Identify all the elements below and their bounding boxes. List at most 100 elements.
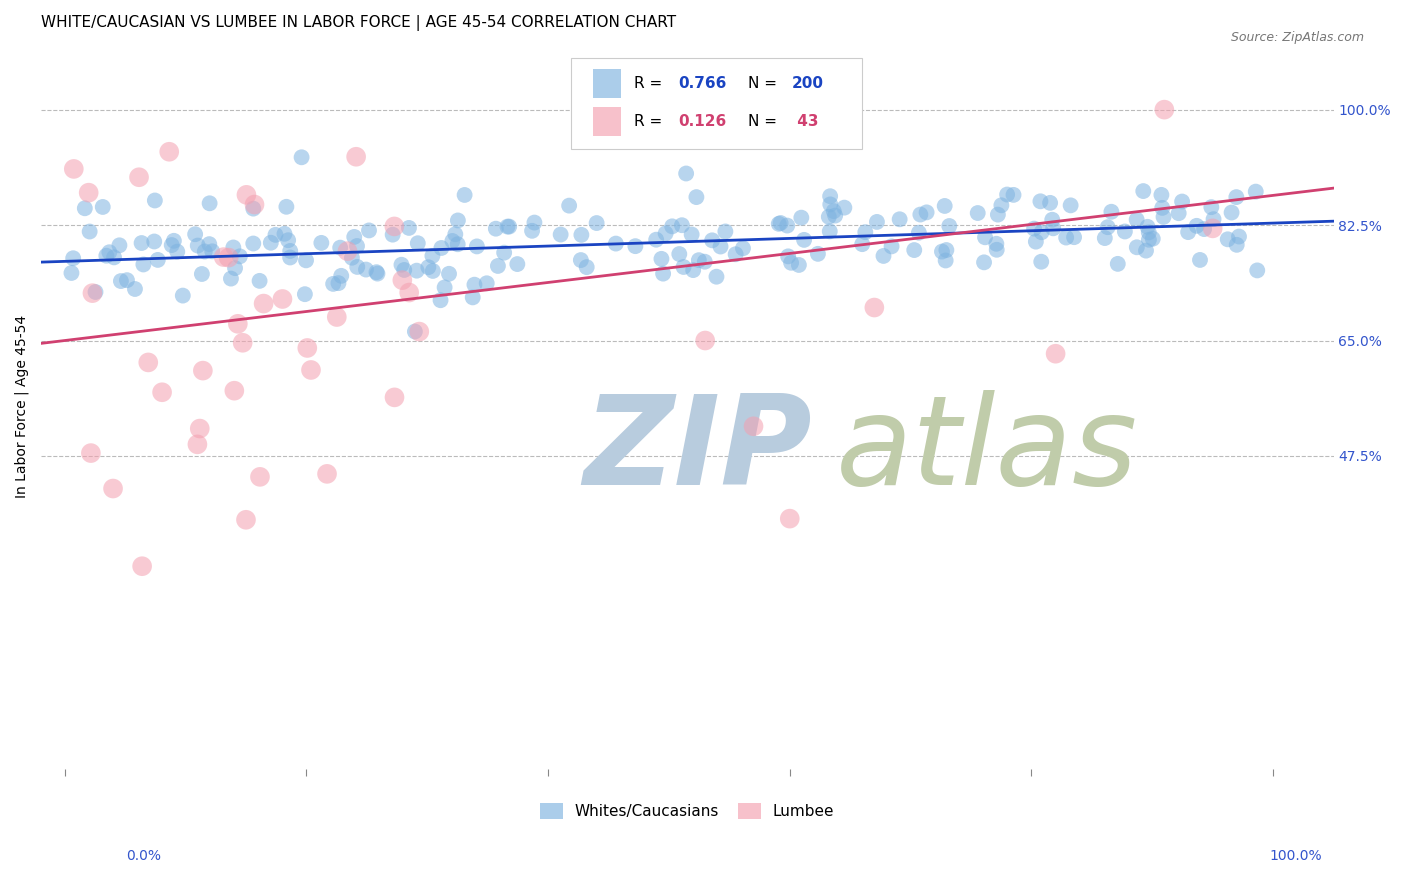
Point	[242, 202, 264, 216]
Point	[103, 251, 125, 265]
Point	[1099, 204, 1122, 219]
Point	[776, 219, 799, 233]
Point	[558, 199, 581, 213]
Point	[84, 285, 107, 299]
Point	[1171, 194, 1194, 209]
Point	[731, 241, 754, 255]
Point	[453, 188, 475, 202]
Point	[108, 238, 131, 252]
Point	[1022, 221, 1045, 235]
Point	[903, 243, 925, 257]
Point	[328, 276, 350, 290]
Point	[1225, 190, 1247, 204]
Point	[486, 259, 509, 273]
Point	[264, 227, 287, 242]
Point	[688, 253, 710, 268]
Point	[260, 235, 283, 250]
Point	[787, 258, 810, 272]
Text: 0.126: 0.126	[678, 114, 727, 128]
Point	[461, 290, 484, 304]
Point	[1054, 230, 1077, 244]
Point	[224, 384, 246, 398]
Point	[132, 257, 155, 271]
Point	[986, 243, 1008, 257]
Point	[872, 249, 894, 263]
Point	[498, 219, 520, 234]
Text: N =: N =	[748, 114, 782, 128]
Point	[523, 216, 546, 230]
Point	[398, 285, 420, 300]
Point	[931, 244, 953, 259]
Point	[995, 187, 1018, 202]
Point	[128, 170, 150, 185]
Point	[60, 266, 83, 280]
Point	[326, 310, 349, 324]
Point	[650, 252, 672, 266]
Point	[340, 251, 363, 265]
Point	[934, 199, 956, 213]
Point	[1031, 225, 1053, 239]
Point	[398, 221, 420, 235]
Point	[249, 274, 271, 288]
Point	[232, 335, 254, 350]
Point	[742, 419, 765, 434]
Point	[880, 239, 903, 253]
Point	[695, 334, 717, 348]
Point	[768, 217, 790, 231]
Point	[1226, 237, 1249, 252]
Point	[381, 227, 404, 242]
Point	[1152, 201, 1174, 215]
Point	[506, 257, 529, 271]
Point	[1107, 257, 1129, 271]
Point	[91, 200, 114, 214]
Text: WHITE/CAUCASIAN VS LUMBEE IN LABOR FORCE | AGE 45-54 CORRELATION CHART: WHITE/CAUCASIAN VS LUMBEE IN LABOR FORCE…	[41, 15, 676, 31]
Point	[150, 385, 173, 400]
Point	[295, 253, 318, 268]
Point	[1246, 263, 1268, 277]
Point	[714, 224, 737, 238]
Point	[1188, 252, 1211, 267]
Point	[422, 249, 444, 263]
Point	[62, 161, 84, 176]
Point	[681, 227, 703, 242]
Point	[384, 390, 406, 404]
Point	[973, 255, 995, 269]
Point	[131, 235, 153, 250]
Point	[188, 421, 211, 435]
Point	[1244, 185, 1267, 199]
Point	[585, 216, 607, 230]
Point	[1059, 198, 1081, 212]
Point	[778, 249, 800, 263]
Point	[818, 224, 841, 238]
Point	[702, 233, 724, 247]
Point	[82, 286, 104, 301]
Point	[79, 225, 101, 239]
Point	[191, 363, 214, 377]
Point	[824, 209, 846, 223]
Point	[186, 437, 208, 451]
Point	[382, 219, 405, 234]
Point	[96, 249, 118, 263]
Point	[291, 150, 314, 164]
Point	[447, 237, 470, 252]
Text: 43: 43	[792, 114, 818, 128]
Point	[276, 200, 298, 214]
Point	[329, 241, 352, 255]
Point	[1045, 347, 1067, 361]
Point	[243, 197, 266, 211]
Point	[278, 251, 301, 265]
Point	[1202, 221, 1225, 235]
Point	[1097, 220, 1119, 235]
Point	[853, 225, 876, 239]
Point	[485, 221, 508, 235]
Point	[672, 260, 695, 274]
Point	[418, 260, 440, 275]
Point	[447, 213, 470, 227]
Point	[336, 244, 359, 259]
Point	[405, 263, 427, 277]
Point	[346, 260, 368, 274]
Point	[1142, 232, 1164, 246]
Point	[242, 236, 264, 251]
Point	[235, 513, 257, 527]
Point	[316, 467, 339, 481]
